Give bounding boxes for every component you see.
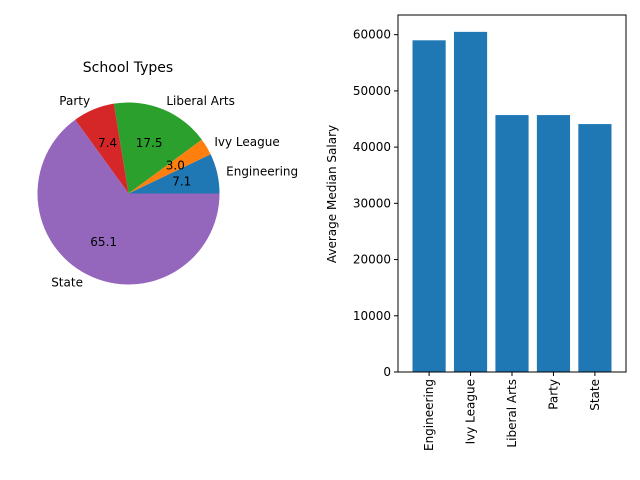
pie-labels: Engineering 7.1 Ivy League 3.0 Liberal Arts 1… [51,94,298,290]
x-tick-label-engineering: Engineering [422,379,436,451]
pie-percent-engineering: 7.1 [172,174,191,188]
y-tick-label-40000: 40000 [353,140,391,154]
bar-party [536,115,571,372]
y-tick-label-20000: 20000 [353,253,391,267]
pie-percent-state: 65.1 [90,235,117,249]
y-tick-label-50000: 50000 [353,84,391,98]
bar-x-axis-ticks: Engineering Ivy League Liberal Arts Party St… [422,372,602,451]
x-tick-label-ivy-league: Ivy League [464,379,478,444]
x-tick-label-liberal-arts: Liberal Arts [505,379,519,448]
bar-liberal-arts [495,115,529,372]
pie-chart: School Types Engineering 7.1 Ivy League 3.0… [37,60,298,290]
bar-engineering [412,40,446,372]
pie-label-liberal-arts: Liberal Arts [166,94,235,108]
y-tick-label-10000: 10000 [353,309,391,323]
pie-percent-party: 7.4 [98,136,117,150]
x-tick-label-state: State [588,379,602,411]
bar-bars [412,31,612,372]
bar-y-axis-ticks: 0 10000 20000 30000 40000 50000 60000 [353,28,398,379]
pie-label-ivy-league: Ivy League [214,135,279,149]
x-tick-label-party: Party [546,379,560,410]
pie-slice-state [37,119,220,285]
pie-percent-ivy-league: 3.0 [166,158,185,172]
pie-label-state: State [51,276,83,290]
pie-slice-engineering [128,154,220,194]
pie-label-party: Party [59,94,90,108]
bar-ivy-league [453,31,488,372]
bar-chart: 0 10000 20000 30000 40000 50000 60000 Engineer… [325,14,627,451]
bar-y-axis-label: Average Median Salary [325,125,339,263]
pie-chart-title: School Types [83,60,173,76]
pie-slices [37,102,220,285]
pie-slice-party [75,103,129,194]
pie-slice-liberal-arts [113,102,202,194]
y-tick-label-0: 0 [383,365,391,379]
pie-percent-liberal-arts: 17.5 [136,136,163,150]
bar-state [578,124,612,372]
pie-slice-ivy-league [128,139,211,194]
y-tick-label-60000: 60000 [353,28,391,42]
pie-label-engineering: Engineering [226,164,298,178]
y-tick-label-30000: 30000 [353,196,391,210]
